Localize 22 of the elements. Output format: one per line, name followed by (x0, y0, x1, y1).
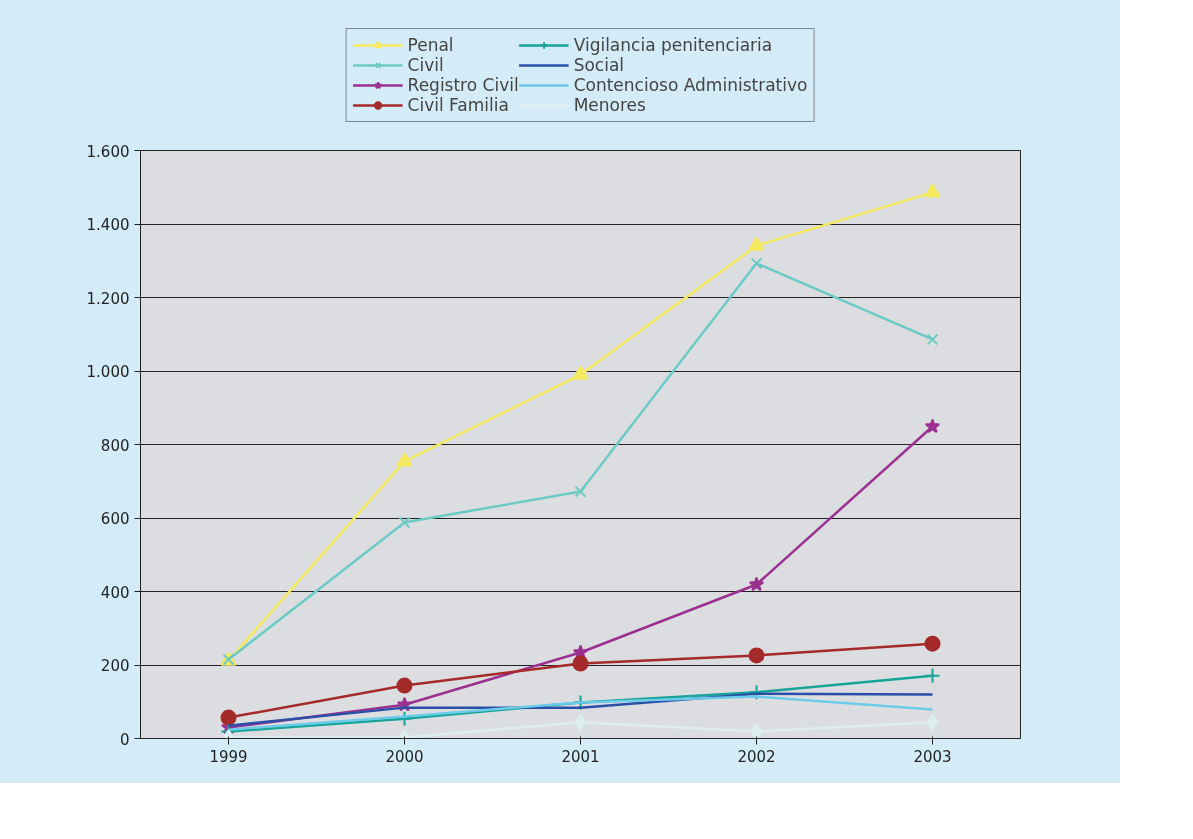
legend-label: Civil (407, 55, 444, 75)
y-tick-label: 1.600 (86, 142, 130, 161)
y-tick-label: 400 (100, 583, 130, 602)
legend-label: Social (573, 55, 625, 75)
legend-label: Vigilancia penitenciaria (573, 35, 773, 55)
legend-label: Contencioso Administrativo (573, 75, 808, 95)
legend-label: Registro Civil (407, 75, 519, 95)
y-tick-label: 0 (119, 730, 130, 749)
x-tick-label: 2002 (737, 747, 776, 766)
legend-label: Menores (573, 95, 646, 115)
y-tick-label: 1.000 (86, 363, 130, 381)
y-tick-label: 200 (100, 657, 130, 675)
legend-label: Civil Familia (407, 95, 509, 115)
x-tick-label: 2003 (913, 747, 952, 766)
x-tick-label: 2001 (561, 747, 600, 766)
x-tick-label: 2000 (385, 747, 424, 766)
y-tick-label: 1.400 (86, 216, 130, 234)
x-tick-label: 1999 (209, 747, 248, 766)
y-tick-label: 600 (100, 510, 130, 528)
y-tick-label: 800 (100, 436, 130, 455)
legend-label: Penal (407, 35, 454, 55)
y-tick-label: 1.200 (86, 289, 130, 308)
